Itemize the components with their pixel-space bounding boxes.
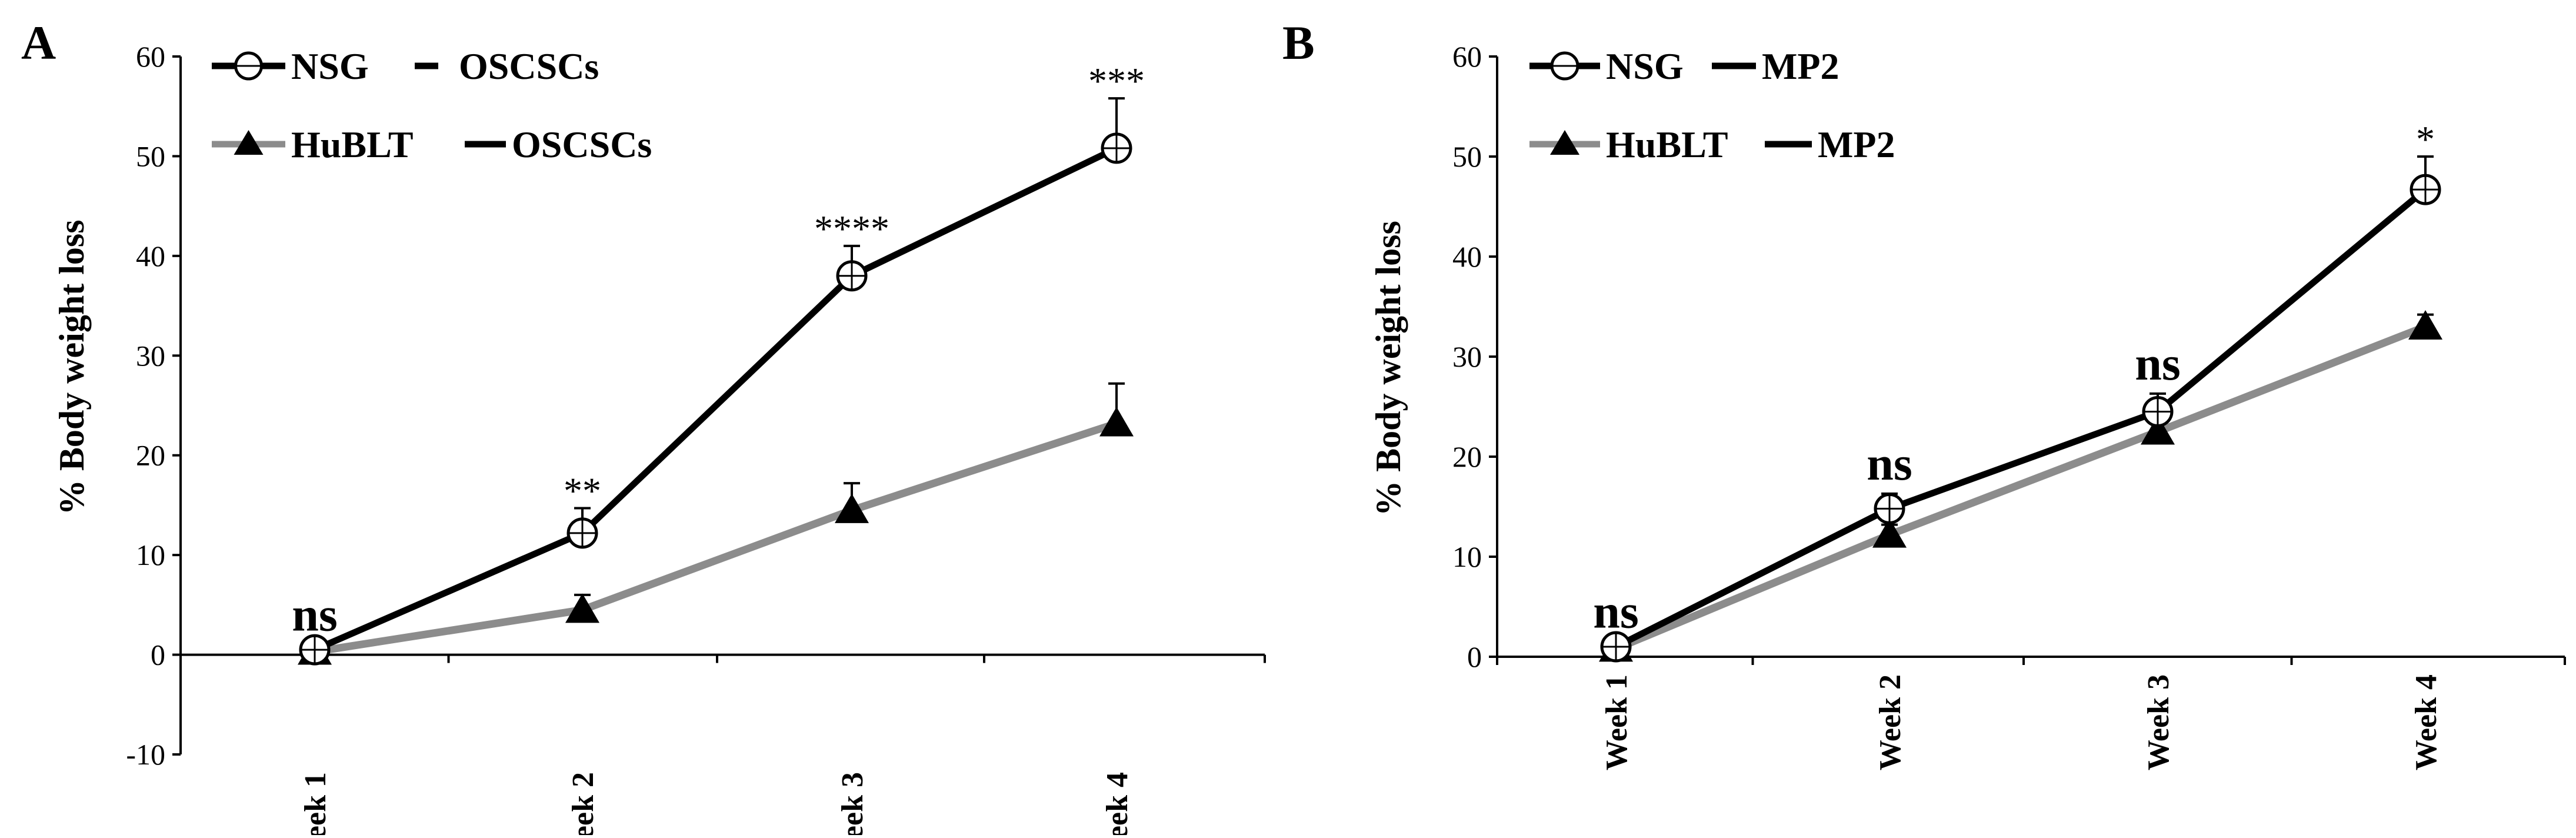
y-tick-label: 60	[1452, 40, 1482, 73]
panel-label: B	[1282, 16, 1315, 69]
y-tick-label: 40	[1452, 240, 1482, 273]
legend-suffix-hublt: OSCSCs	[512, 124, 652, 165]
significance-label: ***	[1088, 60, 1145, 102]
y-tick-label: 30	[136, 339, 165, 372]
y-tick-label: 60	[136, 40, 165, 73]
legend-label-hublt: HuBLT	[291, 124, 414, 165]
data-point-hublt	[2408, 310, 2442, 340]
legend-label-nsg: NSG	[1606, 45, 1684, 87]
chart-panel-a: A -10 0 10 20 30 40 50 60 % Body weight loss Week …	[21, 16, 1266, 838]
x-tick-label: Week 2	[566, 772, 600, 835]
y-tick-label: 30	[1452, 340, 1482, 373]
series-line-hublt	[1614, 322, 2427, 653]
x-tick-label: Week 3	[2142, 674, 2175, 770]
significance-label: **	[564, 470, 601, 512]
y-axis-title: % Body weight loss	[52, 220, 91, 515]
significance-label: ns	[292, 588, 338, 641]
y-tick-label: 40	[136, 240, 165, 272]
y-tick-label: 20	[136, 439, 165, 472]
data-point-hublt	[835, 493, 869, 523]
panel-label: A	[21, 16, 56, 69]
series-line-nsg	[1614, 187, 2428, 650]
x-tick-label: Week 4	[1101, 772, 1134, 835]
y-tick-label: 0	[151, 639, 165, 671]
x-tick-label: Week 1	[299, 772, 332, 835]
significance-label: ns	[2135, 337, 2181, 390]
x-tick-label: Week 3	[836, 772, 869, 835]
legend-suffix-nsg: MP2	[1762, 45, 1839, 87]
y-tick-label: -10	[126, 738, 165, 771]
y-axis-title: % Body weight loss	[1369, 221, 1408, 516]
y-tick-label: 10	[1452, 540, 1482, 573]
legend-marker-hublt	[1550, 130, 1579, 155]
data-point-hublt	[1099, 407, 1134, 437]
y-tick-label: 50	[136, 139, 165, 172]
legend-suffix-nsg: OSCSCs	[459, 45, 599, 87]
data-point-hublt	[1872, 518, 1907, 548]
y-tick-label: 20	[1452, 440, 1482, 473]
significance-label: ns	[1867, 437, 1912, 490]
x-tick-label: Week 2	[1874, 674, 1907, 770]
y-tick-label: 10	[136, 538, 165, 571]
x-tick-label: Week 4	[2410, 674, 2443, 770]
data-point-hublt	[2141, 415, 2175, 445]
series-line-hublt	[314, 420, 1118, 656]
legend-label-nsg: NSG	[291, 45, 369, 87]
legend-label-hublt: HuBLT	[1606, 124, 1728, 165]
x-tick-label: Week 1	[1600, 674, 1634, 770]
legend-suffix-hublt: MP2	[1818, 124, 1895, 165]
y-tick-label: 0	[1467, 640, 1482, 673]
series-line-nsg	[313, 145, 1118, 653]
significance-label: ****	[814, 208, 889, 250]
data-point-hublt	[565, 593, 599, 623]
significance-label: *	[2416, 118, 2435, 160]
chart-panel-b: B 0 10 20 30 40 50 60 % Body weight loss Week 1 We…	[1282, 16, 2566, 770]
significance-label: ns	[1593, 585, 1639, 639]
y-tick-label: 50	[1452, 140, 1482, 173]
legend-marker-hublt	[234, 130, 264, 155]
